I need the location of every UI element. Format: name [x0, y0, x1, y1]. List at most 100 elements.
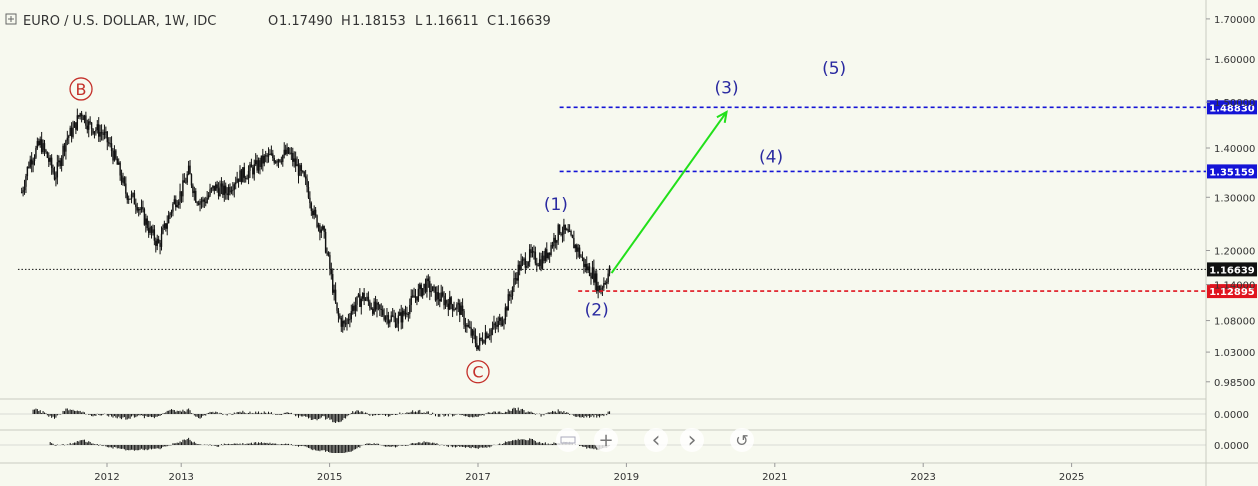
candle-body: [142, 206, 144, 210]
candle-body: [236, 178, 238, 183]
candle-body: [449, 297, 451, 310]
price-axis: 1.70000 1.60000 1.50000 1.40000 1.30000 1.200…: [1206, 15, 1255, 389]
candle-body: [420, 284, 422, 297]
candle-body: [65, 140, 67, 152]
candle-body: [242, 167, 244, 183]
candle-body: [537, 265, 539, 267]
measure-button[interactable]: [556, 428, 580, 452]
reset-view-button[interactable]: ↺: [730, 428, 754, 452]
time-tick-label: 2013: [168, 472, 193, 483]
candle-body: [213, 185, 216, 191]
candle-body: [406, 312, 408, 315]
scroll-left-button[interactable]: ‹: [644, 428, 668, 453]
candle-body: [86, 125, 89, 130]
candle-body: [540, 259, 542, 269]
candle-body: [185, 182, 187, 184]
candle-body: [212, 185, 214, 189]
candle-body: [60, 158, 63, 167]
candle-body: [397, 315, 400, 324]
candle-body: [33, 157, 36, 162]
candle-body: [159, 242, 161, 247]
candle-body: [528, 249, 531, 262]
candle-body: [457, 303, 460, 305]
candle-body: [120, 175, 123, 183]
candle-body: [240, 170, 243, 183]
candle-body: [518, 264, 521, 271]
candle-body: [137, 208, 140, 211]
candle-body: [578, 247, 581, 257]
candle-body: [62, 145, 64, 159]
candle-body: [350, 311, 352, 320]
candle-body: [126, 193, 128, 200]
candle-body: [546, 249, 548, 259]
oscillator-axis-label: 0.0000: [1214, 410, 1249, 421]
candle-body: [494, 323, 497, 326]
candle-body: [189, 165, 191, 175]
candle-body: [98, 124, 100, 137]
candle-body: [139, 208, 141, 210]
candle-body: [116, 158, 118, 165]
wave-label: (2): [585, 301, 609, 321]
candle-body: [66, 137, 69, 141]
candle-body: [524, 258, 527, 268]
candle-body: [252, 167, 254, 175]
candle-body: [127, 198, 130, 200]
close-label: C: [487, 14, 496, 29]
candle-body: [370, 307, 372, 309]
candle-body: [463, 310, 465, 325]
candle-body: [469, 326, 471, 328]
candle-body: [503, 320, 505, 324]
candle-body: [83, 115, 86, 121]
candle-body: [583, 257, 585, 267]
candle-body: [100, 131, 103, 134]
candle-body: [523, 258, 525, 260]
candle-body: [286, 147, 288, 155]
candle-body: [324, 232, 327, 253]
candle-body: [347, 319, 350, 321]
candle-body: [153, 229, 156, 241]
candle-body: [307, 186, 310, 198]
collapse-icon[interactable]: [5, 13, 17, 25]
candle-body: [50, 157, 53, 169]
candle-body: [156, 238, 158, 246]
candle-body: [250, 164, 253, 168]
close-value: 1.16639: [497, 14, 551, 29]
candle-body: [514, 278, 517, 280]
candle-body: [294, 158, 297, 167]
candle-body: [187, 165, 190, 175]
projection-arrow: [610, 111, 728, 274]
level-price-tag: [1207, 164, 1257, 179]
candle-body: [202, 199, 204, 202]
candle-body: [110, 143, 113, 152]
candle-body: [483, 342, 485, 344]
candle-body: [330, 268, 333, 275]
candle-body: [391, 315, 394, 317]
price-levels: 1.48830 1.35159 1.16639 1.12895: [17, 100, 1257, 299]
candle-body: [42, 143, 44, 153]
level-price-label: 1.48830: [1209, 103, 1255, 114]
candle-body: [220, 183, 223, 187]
candle-body: [88, 121, 90, 130]
candle-body: [257, 160, 260, 171]
candle-body: [196, 202, 198, 204]
candle-body: [266, 155, 268, 157]
candle-body: [566, 229, 568, 231]
candle-body: [597, 285, 599, 292]
zoom-in-button[interactable]: +: [594, 428, 618, 452]
scroll-right-button[interactable]: ›: [680, 428, 704, 453]
candle-body: [85, 115, 87, 126]
candle-body: [280, 161, 283, 163]
candle-body: [474, 334, 477, 344]
candle-body: [527, 261, 529, 267]
candle-body: [584, 263, 587, 267]
candle-body: [601, 287, 604, 289]
candle-body: [434, 286, 437, 301]
candle-body: [167, 215, 170, 224]
candle-body: [119, 162, 121, 176]
candle-body: [273, 158, 275, 163]
candle-body: [284, 149, 287, 155]
header-legend: EURO / U.S. DOLLAR, 1W, IDC O 1.17490 H …: [5, 13, 551, 29]
candle-body: [259, 160, 261, 167]
open-value: 1.17490: [279, 14, 333, 29]
